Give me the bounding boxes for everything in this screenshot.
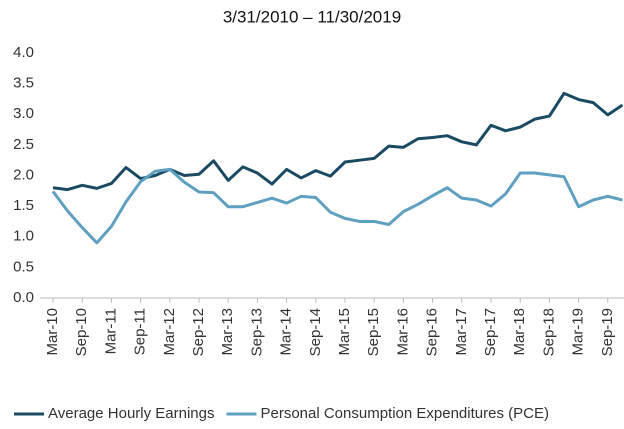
line-series <box>51 167 623 245</box>
x-tick-label: Mar-15 <box>336 308 353 356</box>
x-tick-label: Sep-10 <box>73 308 90 356</box>
y-tick-label: 3.5 <box>13 75 34 92</box>
x-tick-label: Mar-11 <box>102 308 119 354</box>
x-tick-label: Sep-19 <box>599 308 616 356</box>
y-tick-label: 0.0 <box>13 289 34 306</box>
x-tick-label: Sep-18 <box>540 308 557 356</box>
x-tick-label: Sep-15 <box>365 308 382 356</box>
x-tick-label: Sep-11 <box>132 308 149 355</box>
x-tick-label: Mar-10 <box>44 308 61 356</box>
y-tick-label: 2.5 <box>13 136 34 153</box>
x-tick-label: Mar-13 <box>219 308 236 356</box>
x-tick-label: Mar-19 <box>570 308 587 356</box>
x-tick-label: Sep-13 <box>248 308 265 356</box>
x-tick-label: Mar-18 <box>511 308 528 356</box>
x-tick-label: Sep-16 <box>424 308 441 356</box>
x-tick-label: Mar-12 <box>161 308 178 356</box>
y-tick-label: 2.0 <box>13 166 34 183</box>
legend-label: Average Hourly Earnings <box>48 405 214 422</box>
x-tick-label: Mar-17 <box>453 308 470 356</box>
chart-title: 3/31/2010 – 11/30/2019 <box>223 7 401 26</box>
y-tick-label: 1.0 <box>13 228 34 245</box>
y-tick-label: 0.5 <box>13 258 34 275</box>
y-tick-label: 4.0 <box>13 44 34 61</box>
x-tick-label: Sep-14 <box>307 308 324 356</box>
x-tick-label: Mar-16 <box>394 308 411 356</box>
line-series <box>52 91 624 192</box>
x-tick-label: Mar-14 <box>278 308 295 356</box>
x-tick-label: Sep-17 <box>482 308 499 356</box>
x-tick-label: Sep-12 <box>190 308 207 356</box>
y-tick-label: 3.0 <box>13 105 34 122</box>
legend-label: Personal Consumption Expenditures (PCE) <box>260 405 548 422</box>
y-tick-label: 1.5 <box>13 197 34 214</box>
